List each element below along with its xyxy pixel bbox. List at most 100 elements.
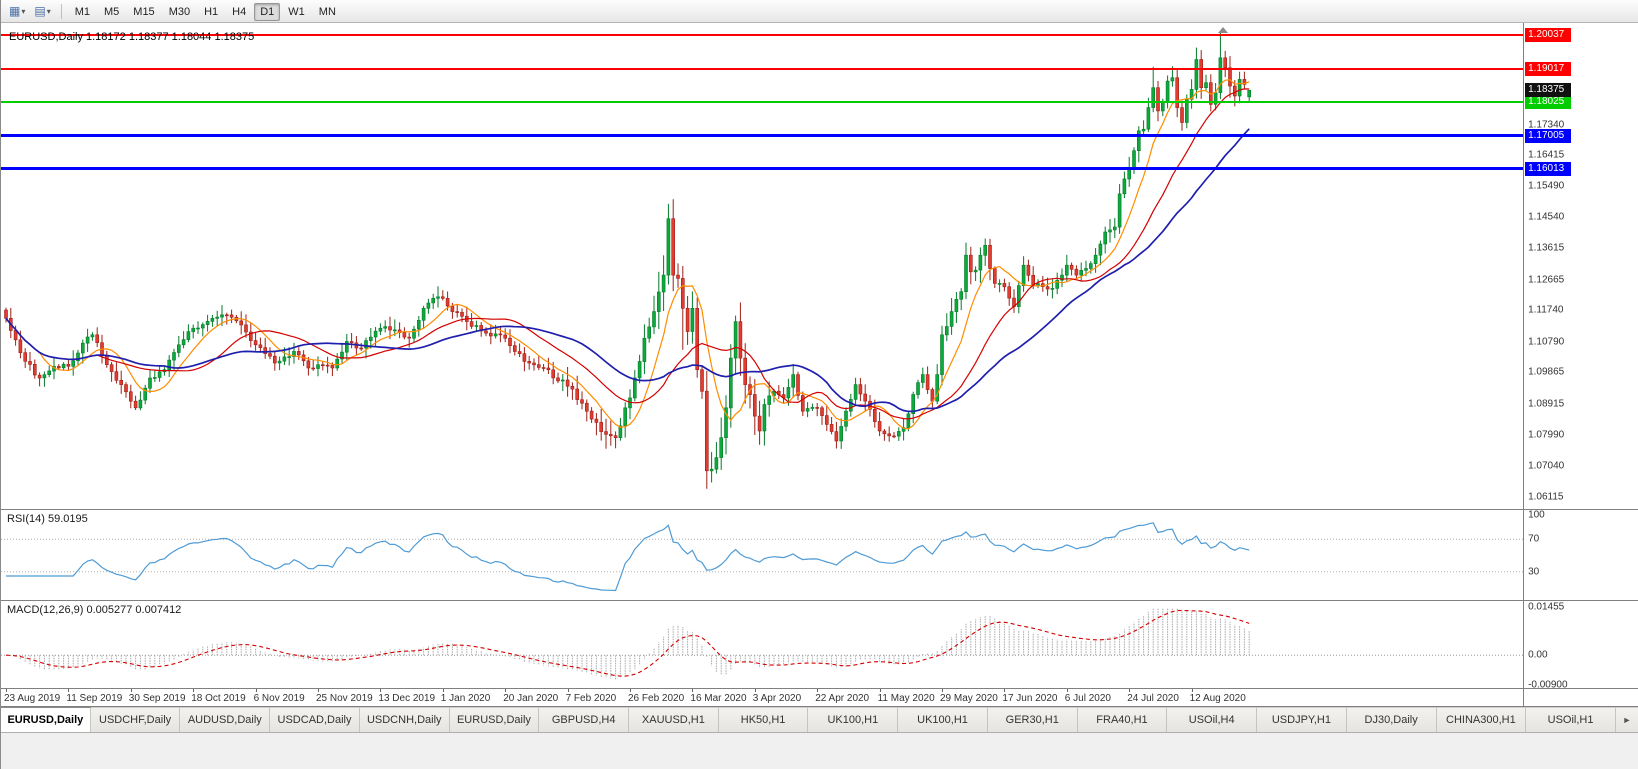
date-label: 12 Aug 2020: [1189, 693, 1246, 704]
time-tick: [318, 689, 319, 692]
date-label: 7 Feb 2020: [565, 693, 617, 704]
price-tick: 1.07990: [1528, 429, 1565, 441]
rsi-name: RSI(14): [7, 513, 45, 525]
chart-window-glyph: ▤: [34, 4, 46, 18]
current-price-badge: 1.18375: [1525, 83, 1572, 98]
date-label: 18 Oct 2019: [191, 693, 246, 704]
chart-tab-eurusd-daily[interactable]: EURUSD,Daily: [449, 707, 540, 732]
time-tick: [505, 689, 507, 692]
price-tick: 1.17340: [1528, 119, 1565, 131]
toolbar-separator: [60, 3, 62, 19]
chart-tab-usdjpy-h1[interactable]: USDJPY,H1: [1257, 707, 1347, 732]
timeframe-mn-button[interactable]: MN: [318, 6, 336, 18]
price-scale[interactable]: 1.183151.173401.164151.154901.145401.136…: [1524, 23, 1638, 510]
chart-tab-eurusd-daily[interactable]: EURUSD,Daily: [1, 707, 91, 732]
date-label: 3 Apr 2020: [752, 693, 802, 704]
date-label: 26 Feb 2020: [628, 693, 685, 704]
date-label: 1 Jan 2020: [440, 693, 491, 704]
chart-tab-xauusd-h1[interactable]: XAUUSD,H1: [629, 707, 719, 732]
chart-tab-hk50-h1[interactable]: HK50,H1: [718, 707, 809, 732]
macd-label: MACD(12,26,9) 0.005277 0.007412: [7, 604, 181, 616]
price-tick: 1.13615: [1528, 242, 1565, 254]
toolbar: ▦ ▾ ▤ ▾ M1 M5 M15 M30 H1 H4 D1 W1 MN: [1, 0, 1638, 23]
date-label: 6 Jul 2020: [1064, 693, 1111, 704]
rsi-row: RSI(14) 59.0195 100 70 30: [1, 510, 1638, 601]
time-tick: [879, 689, 881, 692]
time-tick: [380, 689, 382, 692]
timeframe-w1-button[interactable]: W1: [288, 6, 305, 18]
rsi-tick: 70: [1528, 533, 1540, 545]
chart-tab-fra40-h1[interactable]: FRA40,H1: [1077, 707, 1168, 732]
time-tick: [442, 689, 444, 692]
time-tick: [1004, 689, 1006, 692]
price-tick: 1.08915: [1528, 398, 1565, 410]
macd-tick: -0.00900: [1528, 679, 1568, 689]
price-tick: 1.15490: [1528, 180, 1565, 192]
timeframe-m1-button[interactable]: M1: [74, 6, 90, 18]
ma-mid-red: [5, 88, 1250, 420]
macd-scale[interactable]: 0.01455 0.00 -0.00900: [1524, 601, 1638, 689]
chart-tab-uk100-h1[interactable]: UK100,H1: [808, 707, 899, 732]
price-line-badge: 1.17005: [1525, 128, 1572, 143]
chart-ohlc-info: EURUSD,Daily 1.18172 1.18377 1.18044 1.1…: [9, 31, 255, 43]
tabs-scroll-right-icon[interactable]: ►: [1615, 707, 1638, 732]
chart-tab-usdcad-daily[interactable]: USDCAD,Daily: [270, 707, 360, 732]
date-label: 16 Mar 2020: [690, 693, 747, 704]
chart-tab-usdcnh-daily[interactable]: USDCNH,Daily: [359, 707, 450, 732]
macd-tick: 0.01455: [1528, 601, 1565, 613]
time-tick: [567, 689, 569, 692]
date-label: 13 Dec 2019: [378, 693, 436, 704]
chart-tab-gbpusd-h4[interactable]: GBPUSD,H4: [539, 707, 630, 732]
time-axis[interactable]: 23 Aug 2019 11 Sep 2019 30 Sep 2019 18 Oct …: [1, 689, 1525, 707]
time-tick: [130, 689, 132, 692]
timeframe-m15-button[interactable]: M15: [133, 6, 155, 18]
rsi-panel[interactable]: RSI(14) 59.0195: [1, 510, 1525, 601]
main-chart[interactable]: EURUSD,Daily 1.18172 1.18377 1.18044 1.1…: [1, 23, 1525, 510]
timeframe-m5-button[interactable]: M5: [104, 6, 120, 18]
macd-panel[interactable]: MACD(12,26,9) 0.005277 0.007412: [1, 601, 1525, 689]
date-label: 29 May 2020: [940, 693, 998, 704]
time-tick: [1129, 689, 1131, 692]
chart-shift-marker-icon[interactable]: [1218, 27, 1228, 33]
chart-tab-usdchf-daily[interactable]: USDCHF,Daily: [90, 707, 181, 732]
chart-window-icon[interactable]: ▤ ▾: [30, 2, 54, 20]
macd-tick: 0.00: [1528, 649, 1548, 661]
date-label: 17 Jun 2020: [1002, 693, 1058, 704]
macd-name: MACD(12,26,9): [7, 604, 84, 616]
timeframe-h4-button[interactable]: H4: [232, 6, 247, 18]
time-tick: [193, 689, 195, 692]
date-label: 23 Aug 2019: [4, 693, 61, 704]
price-line-badge: 1.16013: [1525, 161, 1572, 176]
time-axis-row: 23 Aug 2019 11 Sep 2019 30 Sep 2019 18 Oct …: [1, 689, 1638, 707]
timeframe-m30-button[interactable]: M30: [168, 6, 191, 18]
chart-tab-usoil-h1[interactable]: USOil,H1: [1526, 707, 1616, 732]
ma-fast-orange: [5, 79, 1250, 430]
chart-tab-usoil-h4[interactable]: USOil,H4: [1167, 707, 1258, 732]
rsi-scale[interactable]: 100 70 30: [1524, 510, 1638, 601]
date-label: 6 Nov 2019: [253, 693, 305, 704]
main-chart-row: EURUSD,Daily 1.18172 1.18377 1.18044 1.1…: [1, 23, 1638, 510]
chart-tab-uk100-h1[interactable]: UK100,H1: [898, 707, 988, 732]
price-tick: 1.14540: [1528, 211, 1565, 223]
time-tick: [6, 689, 7, 692]
macd-signal-line: [5, 609, 1250, 677]
chart-tab-china300-h1[interactable]: CHINA300,H1: [1436, 707, 1527, 732]
chart-tab-dj30-daily[interactable]: DJ30,Daily: [1346, 707, 1437, 732]
date-label: 30 Sep 2019: [128, 693, 186, 704]
rsi-line: [6, 522, 1250, 592]
chart-tab-audusd-daily[interactable]: AUDUSD,Daily: [180, 707, 271, 732]
rsi-value: 59.0195: [47, 513, 88, 525]
candlestick-series[interactable]: [4, 32, 1251, 489]
time-tick: [68, 689, 70, 692]
price-tick: 1.12665: [1528, 274, 1565, 286]
timeframe-h1-button[interactable]: H1: [204, 6, 219, 18]
time-tick: [1066, 689, 1068, 692]
timeframe-d1-button[interactable]: D1: [254, 3, 281, 21]
price-line-badge: 1.18025: [1525, 94, 1572, 109]
time-tick: [630, 689, 631, 692]
new-chart-icon[interactable]: ▦ ▾: [5, 2, 29, 20]
chart-tab-ger30-h1[interactable]: GER30,H1: [987, 707, 1078, 732]
price-line-badge: 1.20037: [1525, 28, 1572, 43]
chevron-down-icon: ▾: [21, 6, 26, 16]
